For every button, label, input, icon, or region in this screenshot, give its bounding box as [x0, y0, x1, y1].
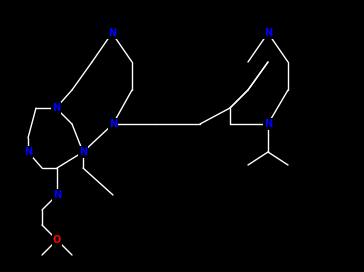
Text: N: N: [53, 190, 61, 200]
Text: N: N: [264, 28, 272, 38]
Text: O: O: [53, 235, 61, 245]
Text: N: N: [264, 119, 272, 129]
Text: N: N: [79, 147, 87, 157]
Text: N: N: [52, 103, 60, 113]
Text: N: N: [108, 28, 116, 38]
Text: N: N: [24, 147, 32, 157]
Text: N: N: [109, 119, 117, 129]
